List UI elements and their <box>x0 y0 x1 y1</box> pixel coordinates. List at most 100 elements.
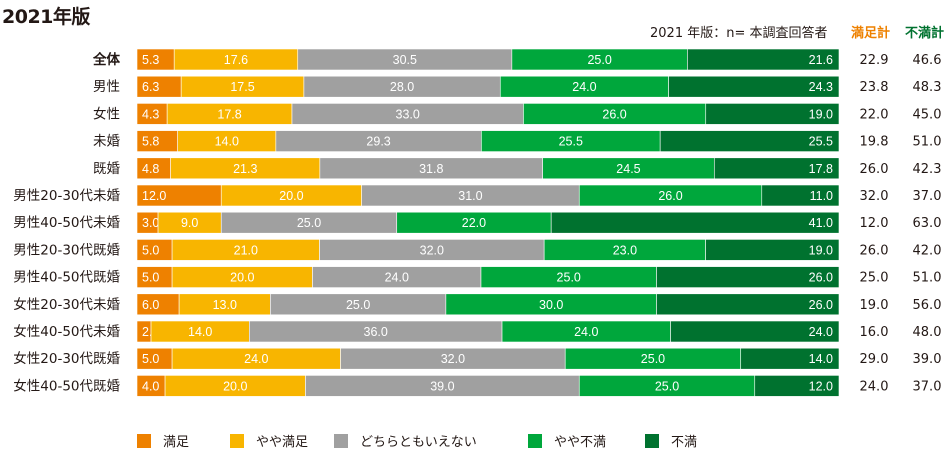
segment-label: 21.0 <box>234 243 258 257</box>
category-label: 男性 <box>93 79 120 95</box>
segment-label: 24.0 <box>809 325 833 339</box>
dissatisfied-total-value: 42.3 <box>913 162 942 177</box>
segment-label: 24.3 <box>809 80 833 94</box>
segment-label: 24.0 <box>244 352 268 366</box>
segment-label: 32.0 <box>420 243 444 257</box>
segment-label: 24.0 <box>385 271 409 285</box>
bar-segment <box>713 157 840 180</box>
segment-label: 17.5 <box>230 80 254 94</box>
segment-label: 39.0 <box>430 379 454 393</box>
segment-label: 14.0 <box>809 352 833 366</box>
bar-segment <box>754 375 840 397</box>
segment-label: 25.0 <box>346 298 370 312</box>
bar-segment <box>668 75 840 98</box>
segment-label: 21.3 <box>233 162 257 176</box>
legend-label: 不満 <box>671 435 698 450</box>
dissatisfied-total-value: 56.0 <box>913 298 942 313</box>
satisfied-total-value: 25.0 <box>860 271 889 286</box>
satisfied-total-value: 23.8 <box>860 80 889 95</box>
segment-label: 4.0 <box>142 379 159 393</box>
legend-label: どちらともいえない <box>360 435 477 450</box>
category-label: 男性40-50代既婚 <box>13 270 120 286</box>
legend: 満足 やや満足 どちらともいえない やや不満 不満 <box>137 431 697 450</box>
segment-label: 5.8 <box>142 135 159 149</box>
legend-item: 不満 <box>645 431 697 450</box>
legend-label: 満足 <box>163 435 190 450</box>
legend-swatch <box>230 433 244 448</box>
segment-label: 17.8 <box>809 162 833 176</box>
dissatisfied-total-value: 37.0 <box>913 189 942 204</box>
satisfied-total-header: 満足計 <box>851 26 891 41</box>
segment-label: 4.8 <box>142 162 159 176</box>
segment-label: 14.0 <box>188 325 212 339</box>
segment-label: 20.0 <box>230 271 254 285</box>
segment-label: 21.6 <box>809 53 833 67</box>
category-label: 女性40-50代既婚 <box>13 377 120 394</box>
category-label: 男性20-30代既婚 <box>13 242 120 258</box>
dissatisfied-total-value: 42.0 <box>913 243 942 258</box>
segment-label: 5.0 <box>142 243 159 257</box>
segment-label: 28.0 <box>390 80 414 94</box>
dissatisfied-total-value: 37.0 <box>913 379 942 394</box>
segment-label: 25.0 <box>297 216 321 230</box>
bar-segment <box>761 184 840 207</box>
segment-label: 24.5 <box>616 162 640 176</box>
satisfied-total-value: 32.0 <box>860 189 889 204</box>
category-label: 女性40-50代未婚 <box>13 323 120 340</box>
satisfied-total-value: 19.0 <box>860 298 889 313</box>
bar-segment <box>656 293 840 316</box>
legend-item: やや満足 <box>230 431 334 450</box>
legend-swatch <box>137 433 151 448</box>
segment-label: 30.0 <box>539 298 563 312</box>
category-label: 女性20-30代既婚 <box>13 350 120 367</box>
segment-label: 25.0 <box>641 352 665 366</box>
legend-label: やや満足 <box>256 435 309 450</box>
dissatisfied-total-value: 63.0 <box>913 216 942 231</box>
satisfied-total-value: 26.0 <box>860 243 889 258</box>
satisfied-total-value: 29.0 <box>860 352 889 367</box>
dissatisfied-total-value: 39.0 <box>913 352 942 367</box>
bar-segment <box>659 130 840 152</box>
legend-item: やや不満 <box>528 431 645 450</box>
segment-label: 9.0 <box>181 216 198 230</box>
segment-label: 17.8 <box>217 107 241 121</box>
segment-label: 5.3 <box>142 53 159 67</box>
segment-label: 12.0 <box>809 379 833 393</box>
bar-segment <box>550 211 840 234</box>
segment-label: 5.0 <box>142 352 159 366</box>
category-label: 男性20-30代未婚 <box>13 188 120 204</box>
segment-label: 26.0 <box>809 298 833 312</box>
category-label: 女性20-30代未婚 <box>13 296 120 313</box>
segment-label: 25.0 <box>557 271 581 285</box>
dissatisfied-total-value: 48.3 <box>913 80 942 95</box>
dissatisfied-total-header: 不満計 <box>905 26 945 41</box>
segment-label: 29.3 <box>366 135 390 149</box>
segment-label: 22.0 <box>462 216 486 230</box>
category-label: 既婚 <box>93 161 120 177</box>
satisfied-total-value: 22.0 <box>860 107 889 122</box>
segment-label: 24.0 <box>572 80 596 94</box>
legend-swatch <box>334 433 348 448</box>
segment-label: 30.5 <box>393 53 417 67</box>
satisfied-total-value: 24.0 <box>860 379 889 394</box>
chart-title: 2021年版 <box>2 6 90 28</box>
legend-item: どちらともいえない <box>334 431 528 450</box>
segment-label: 31.0 <box>458 189 482 203</box>
satisfied-total-value: 19.8 <box>860 135 889 150</box>
segment-label: 20.0 <box>223 379 247 393</box>
dissatisfied-total-value: 51.0 <box>913 271 942 286</box>
segment-label: 25.0 <box>655 379 679 393</box>
legend-swatch <box>528 433 542 448</box>
segment-label: 13.0 <box>213 298 237 312</box>
dissatisfied-total-value: 46.6 <box>913 53 942 68</box>
segment-label: 19.0 <box>809 107 833 121</box>
segment-label: 25.5 <box>809 135 833 149</box>
segment-label: 11.0 <box>810 189 833 203</box>
bar-segment <box>705 103 840 125</box>
sample-note: 2021 年版：n= 本調査回答者 <box>650 26 828 41</box>
segment-label: 31.8 <box>419 162 443 176</box>
segment-label: 23.0 <box>613 243 637 257</box>
bar-segment <box>656 266 840 288</box>
satisfied-total-value: 22.9 <box>860 53 889 68</box>
